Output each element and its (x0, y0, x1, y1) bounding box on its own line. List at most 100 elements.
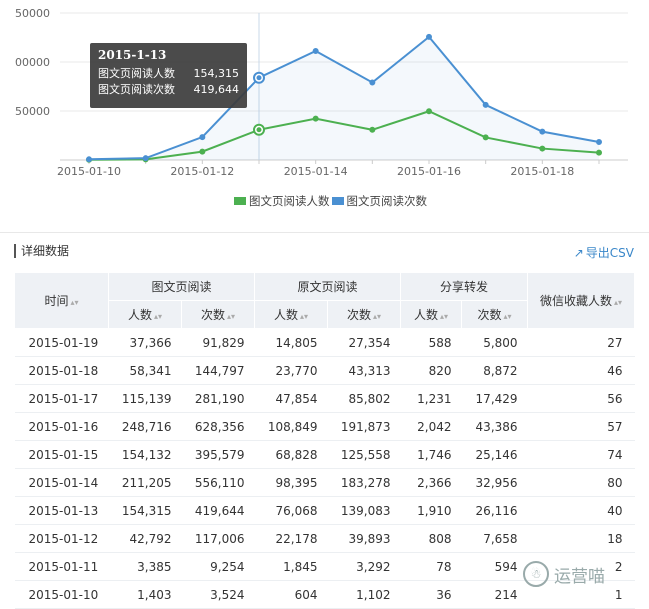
detail-table: 时间 ▴▾ 图文页阅读 原文页阅读 分享转发 微信收藏人数 ▴▾ 人数 ▴▾ 次数 ▴▾… (14, 272, 636, 609)
series-point (539, 128, 546, 135)
sort-icon: ▴▾ (373, 312, 382, 321)
table-cell-date: 2015-01-15 (14, 440, 109, 469)
table-cell-date: 2015-01-16 (14, 412, 109, 441)
table-cell-t2: 85,802 (327, 384, 401, 413)
table-cell-t2: 139,083 (327, 496, 401, 525)
table-cell-p3: 588 (400, 328, 462, 357)
table-cell-p1: 58,341 (108, 356, 182, 385)
table-cell-p3: 1,231 (400, 384, 462, 413)
table-row: 2015-01-14 211,205 556,110 98,395 183,278 2,3… (14, 468, 635, 497)
legend-swatch-green (234, 197, 246, 205)
table-row: 2015-01-19 37,366 91,829 14,805 27,354 588 5,8… (14, 328, 635, 357)
table-cell-p1: 37,366 (108, 328, 182, 357)
chart-legend: 图文页阅读人数 图文页阅读次数 (234, 193, 429, 209)
tooltip-label: 图文页阅读次数 (98, 83, 175, 96)
table-row: 2015-01-17 115,139 281,190 47,854 85,802 1,23… (14, 384, 635, 413)
table-cell-p1: 154,132 (108, 440, 182, 469)
sort-icon: ▴▾ (153, 312, 163, 321)
x-tick-label: 2015-01-10 (57, 165, 121, 178)
tooltip-value: 419,644 (193, 83, 240, 96)
table-cell-fav: 56 (527, 384, 635, 413)
legend-label: 图文页阅读次数 (346, 194, 428, 208)
table-cell-p2: 22,178 (254, 524, 328, 553)
sort-icon: ▴▾ (227, 312, 236, 321)
table-cell-p2: 604 (254, 580, 328, 609)
col-header-people[interactable]: 人数 ▴▾ (400, 300, 463, 329)
table-cell-fav: 1 (527, 580, 635, 609)
table-row: 2015-01-15 154,132 395,579 68,828 125,558 1,7… (14, 440, 635, 469)
series-point (86, 156, 92, 163)
tooltip-label: 图文页阅读人数 (98, 67, 175, 80)
table-cell-t2: 3,292 (327, 552, 401, 581)
table-cell-t1: 419,644 (181, 496, 255, 525)
table-row: 2015-01-13 154,315 419,644 76,068 139,083 1,9… (14, 496, 635, 525)
series-point (369, 126, 376, 133)
col-header-people[interactable]: 人数 ▴▾ (254, 300, 329, 329)
legend-label: 图文页阅读人数 (249, 194, 330, 208)
table-cell-p3: 1,746 (400, 440, 462, 469)
table-cell-t2: 191,873 (327, 412, 401, 441)
table-cell-t2: 125,558 (327, 440, 401, 469)
col-group-article-read: 图文页阅读 (107, 272, 256, 301)
series-point (312, 115, 319, 122)
table-cell-p1: 1,403 (108, 580, 182, 609)
chart-svg: 50000 00000 50000 2015-01-10 2015-01-12 2015-… (15, 7, 628, 178)
col-header-times[interactable]: 次数 ▴▾ (327, 300, 402, 329)
col-header-times[interactable]: 次数 ▴▾ (180, 300, 256, 329)
series-point-highlight (256, 127, 262, 133)
table-cell-fav: 27 (527, 328, 635, 357)
sort-icon: ▴▾ (503, 312, 512, 321)
table-cell-p1: 211,205 (108, 468, 182, 497)
table-cell-fav: 40 (527, 496, 635, 525)
table-cell-t3: 43,386 (461, 412, 528, 441)
col-header-favorites[interactable]: 微信收藏人数 ▴▾ (527, 272, 636, 329)
table-cell-t1: 9,254 (181, 552, 255, 581)
export-csv-button[interactable]: ↗ 导出CSV (574, 244, 634, 261)
table-row: 2015-01-12 42,792 117,006 22,178 39,893 808 7,… (14, 524, 635, 553)
table-cell-t2: 43,313 (327, 356, 401, 385)
table-cell-p2: 1,845 (254, 552, 328, 581)
y-tick-label: 50000 (15, 105, 50, 118)
table-cell-fav: 74 (527, 440, 635, 469)
table-cell-p2: 23,770 (254, 356, 328, 385)
series-point (596, 149, 602, 156)
table-cell-p1: 3,385 (108, 552, 182, 581)
table-row: 2015-01-10 1,403 3,524 604 1,102 36 214 1 (14, 580, 635, 609)
series-point (426, 108, 432, 115)
table-cell-p2: 98,395 (254, 468, 328, 497)
table-cell-t3: 7,658 (461, 524, 528, 553)
legend-item-times[interactable]: 图文页阅读次数 (331, 193, 428, 209)
series-point (369, 79, 376, 86)
table-cell-t2: 1,102 (327, 580, 401, 609)
watermark-logo-icon: ☃ (523, 561, 549, 587)
table-cell-p3: 2,366 (400, 468, 462, 497)
table-cell-p1: 154,315 (108, 496, 182, 525)
watermark-text: 运营喵 (554, 566, 605, 587)
series-point (539, 145, 546, 152)
table-cell-p1: 42,792 (108, 524, 182, 553)
table-cell-date: 2015-01-14 (14, 468, 109, 497)
table-cell-p2: 76,068 (254, 496, 328, 525)
x-tick-label: 2015-01-14 (284, 165, 348, 178)
series-line-1 (88, 35, 600, 161)
export-icon: ↗ (573, 245, 584, 260)
table-cell-fav: 18 (527, 524, 635, 553)
table-cell-t1: 628,356 (181, 412, 255, 441)
tooltip-date: 2015-1-13 (98, 48, 167, 62)
legend-item-people[interactable]: 图文页阅读人数 (234, 193, 330, 209)
x-tick-label: 2015-01-18 (510, 165, 574, 178)
series-point (199, 134, 206, 141)
table-cell-t2: 39,893 (327, 524, 401, 553)
table-cell-t3: 8,872 (461, 356, 528, 385)
table-cell-t3: 25,146 (461, 440, 528, 469)
series-area (89, 36, 599, 160)
col-header-times[interactable]: 次数 ▴▾ (461, 300, 529, 329)
table-cell-t1: 556,110 (181, 468, 255, 497)
col-header-time[interactable]: 时间 ▴▾ (14, 272, 109, 329)
table-cell-p2: 47,854 (254, 384, 328, 413)
sort-icon: ▴▾ (440, 312, 449, 321)
chart-tooltip: 2015-1-13 图文页阅读人数 154,315 图文页阅读次数 419,64… (90, 43, 247, 108)
col-header-people[interactable]: 人数 ▴▾ (108, 300, 182, 329)
col-group-share: 分享转发 (400, 272, 529, 301)
series-point-highlight (256, 75, 262, 81)
